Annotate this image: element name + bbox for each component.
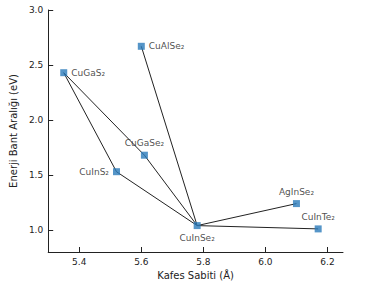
svg-text:6.0: 6.0 [258,257,273,267]
svg-text:CuInTe₂: CuInTe₂ [301,212,335,222]
svg-text:1.0: 1.0 [29,225,44,235]
svg-text:Kafes Sabiti (Å): Kafes Sabiti (Å) [157,269,234,281]
svg-text:2.5: 2.5 [29,60,43,70]
svg-text:CuGaS₂: CuGaS₂ [71,68,105,78]
svg-text:2.0: 2.0 [29,115,44,125]
svg-text:CuAlSe₂: CuAlSe₂ [149,41,185,51]
svg-text:CuInSe₂: CuInSe₂ [180,233,216,243]
svg-text:1.5: 1.5 [29,170,43,180]
svg-text:6.2: 6.2 [320,257,334,267]
svg-text:3.0: 3.0 [29,5,44,15]
svg-text:CuGaSe₂: CuGaSe₂ [125,138,165,148]
svg-text:Enerji Bant Aralığı (eV): Enerji Bant Aralığı (eV) [8,74,19,188]
svg-text:5.6: 5.6 [134,257,149,267]
svg-text:CuInS₂: CuInS₂ [79,167,109,177]
svg-text:5.8: 5.8 [196,257,211,267]
svg-text:AgInSe₂: AgInSe₂ [279,187,314,197]
svg-text:5.4: 5.4 [72,257,87,267]
